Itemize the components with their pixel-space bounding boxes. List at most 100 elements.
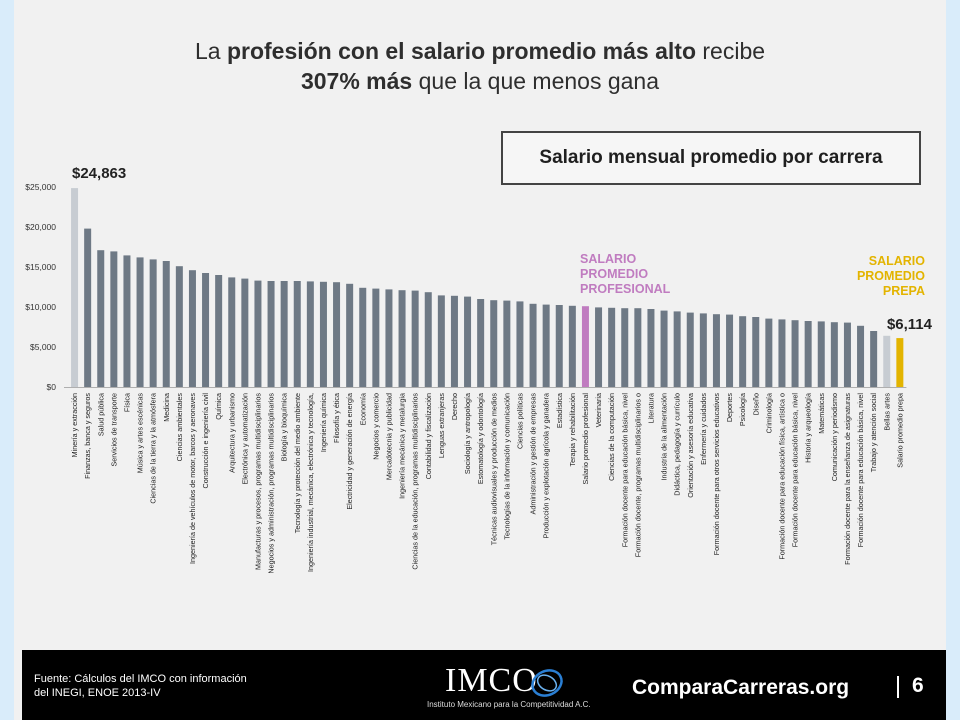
x-tick-label: Administración y gestión de empresas bbox=[529, 393, 538, 515]
bar bbox=[673, 311, 681, 387]
bar bbox=[647, 309, 655, 387]
y-tick-label: $5,000 bbox=[30, 342, 56, 352]
bar bbox=[464, 296, 472, 387]
headline-bold2: 307% más bbox=[300, 68, 413, 94]
x-tick-label: Manufacturas y procesos, programas multi… bbox=[253, 393, 262, 570]
bar bbox=[71, 188, 79, 387]
y-tick-label: $10,000 bbox=[25, 302, 56, 312]
headline-part3: que la que menos gana bbox=[412, 68, 660, 94]
y-tick-label: $25,000 bbox=[25, 182, 56, 192]
x-tick-label: Física bbox=[122, 393, 131, 412]
x-tick-label: Trabajo y atención social bbox=[869, 393, 878, 473]
x-tick-label: Medicina bbox=[162, 393, 171, 422]
x-tick-label: Formación docente para educación básica,… bbox=[620, 393, 629, 548]
bar bbox=[450, 295, 458, 387]
x-tick-label: Formación docente para educación básica,… bbox=[856, 393, 865, 548]
bar bbox=[555, 305, 563, 387]
source-line-2: del INEGI, ENOE 2013-IV bbox=[34, 687, 161, 699]
bar bbox=[568, 305, 576, 387]
x-tick-label: Estomatología y odontología bbox=[476, 393, 485, 484]
x-tick-label: Ingeniería industrial, mecánica, electró… bbox=[306, 393, 315, 572]
x-tick-label: Enfermería y cuidados bbox=[699, 393, 708, 465]
bar bbox=[175, 266, 183, 387]
headline-bold1: profesión con el salario promedio más al… bbox=[226, 38, 696, 64]
x-tick-label: Técnicas audiovisuales y producción de m… bbox=[489, 393, 498, 546]
x-tick-label: Veterinaria bbox=[594, 393, 603, 427]
bar bbox=[726, 314, 734, 387]
x-tick-label: Salud pública bbox=[96, 393, 105, 436]
bar bbox=[660, 310, 668, 387]
min-value-label: $6,114 bbox=[887, 316, 933, 333]
bar bbox=[503, 300, 511, 387]
bar bbox=[188, 270, 196, 387]
source-line-1: Fuente: Cálculos del IMCO con informació… bbox=[34, 673, 247, 685]
bar bbox=[896, 338, 904, 387]
bar bbox=[542, 304, 550, 387]
x-tick-label: Tecnologías de la información y comunica… bbox=[502, 393, 511, 540]
bar bbox=[830, 322, 838, 387]
source-note: Fuente: Cálculos del IMCO con informació… bbox=[34, 672, 247, 700]
page-separator bbox=[897, 676, 899, 698]
x-tick-label: Ciencias ambientales bbox=[175, 393, 184, 462]
x-tick-label: Electricidad y generación de energía bbox=[345, 393, 354, 510]
profesional-label: PROFESIONAL bbox=[580, 282, 671, 296]
x-tick-label: Historia y arqueología bbox=[804, 393, 813, 463]
bar bbox=[398, 290, 406, 387]
x-tick-label: Biología y bioquímica bbox=[280, 393, 289, 461]
x-tick-label: Diseño bbox=[751, 393, 760, 415]
x-tick-label: Electrónica y automatización bbox=[240, 393, 249, 485]
bar bbox=[123, 255, 131, 387]
x-tick-label: Criminología bbox=[764, 393, 773, 433]
bar bbox=[346, 283, 354, 387]
x-tick-label: Bellas artes bbox=[882, 393, 891, 431]
x-tick-label: Minería y extracción bbox=[70, 393, 79, 457]
x-tick-label: Matemáticas bbox=[817, 393, 826, 434]
x-tick-label: Lenguas extranjeras bbox=[437, 393, 446, 459]
x-tick-label: Formación docente para otros servicios e… bbox=[712, 393, 721, 556]
x-tick-label: Finanzas, banca y seguros bbox=[83, 393, 92, 479]
bar bbox=[241, 278, 249, 387]
y-tick-label: $20,000 bbox=[25, 222, 56, 232]
x-tick-label: Ciencias de la computación bbox=[607, 393, 616, 481]
headline-part1: La bbox=[194, 38, 227, 64]
bar bbox=[215, 275, 223, 387]
page-number: 6 bbox=[912, 674, 924, 697]
x-tick-label: Filosofía y ética bbox=[332, 393, 341, 443]
bar bbox=[110, 251, 118, 387]
prepa-label: PROMEDIO bbox=[857, 269, 925, 283]
x-tick-label: Sociología y antropología bbox=[463, 393, 472, 474]
bar bbox=[712, 314, 720, 387]
x-tick-label: Formación docente para la enseñanza de a… bbox=[843, 393, 852, 565]
bar bbox=[581, 306, 589, 387]
x-tick-label: Deportes bbox=[725, 393, 734, 423]
bar bbox=[529, 303, 537, 387]
x-tick-label: Formación docente para educación física,… bbox=[777, 393, 786, 560]
bar bbox=[883, 335, 891, 387]
x-tick-label: Ciencias de la educación, programas mult… bbox=[411, 393, 420, 570]
x-tick-label: Comunicación y periodismo bbox=[830, 393, 839, 481]
headline-part2: recibe bbox=[696, 38, 766, 64]
chart-title: Salario mensual promedio por carrera bbox=[501, 131, 921, 185]
bar bbox=[791, 320, 799, 387]
y-tick-label: $15,000 bbox=[25, 262, 56, 272]
x-tick-label: Terapia y rehabilitación bbox=[568, 393, 577, 467]
imco-swirl-icon bbox=[531, 669, 563, 697]
x-tick-label: Ingeniería mecánica y metalurgia bbox=[398, 393, 407, 499]
x-tick-label: Formación docente para educación básica,… bbox=[791, 393, 800, 548]
imco-logo-word: IMCO bbox=[445, 662, 538, 699]
imco-logo-tagline: Instituto Mexicano para la Competitivida… bbox=[427, 700, 591, 709]
x-tick-label: Psicología bbox=[738, 393, 747, 426]
bar bbox=[319, 281, 327, 387]
profesional-label: SALARIO bbox=[580, 252, 637, 266]
x-tick-label: Orientación y asesoría educativa bbox=[686, 393, 695, 498]
bar bbox=[84, 228, 92, 387]
prepa-label: SALARIO bbox=[869, 254, 926, 268]
bar bbox=[857, 325, 865, 387]
bar bbox=[634, 308, 642, 387]
x-tick-label: Música y artes escénicas bbox=[136, 393, 145, 474]
brand-name: ComparaCarreras.org bbox=[632, 676, 850, 699]
bar bbox=[608, 307, 616, 387]
x-tick-label: Didáctica, pedagogía y currículo bbox=[673, 393, 682, 496]
bar bbox=[162, 261, 170, 387]
bar bbox=[516, 301, 524, 387]
